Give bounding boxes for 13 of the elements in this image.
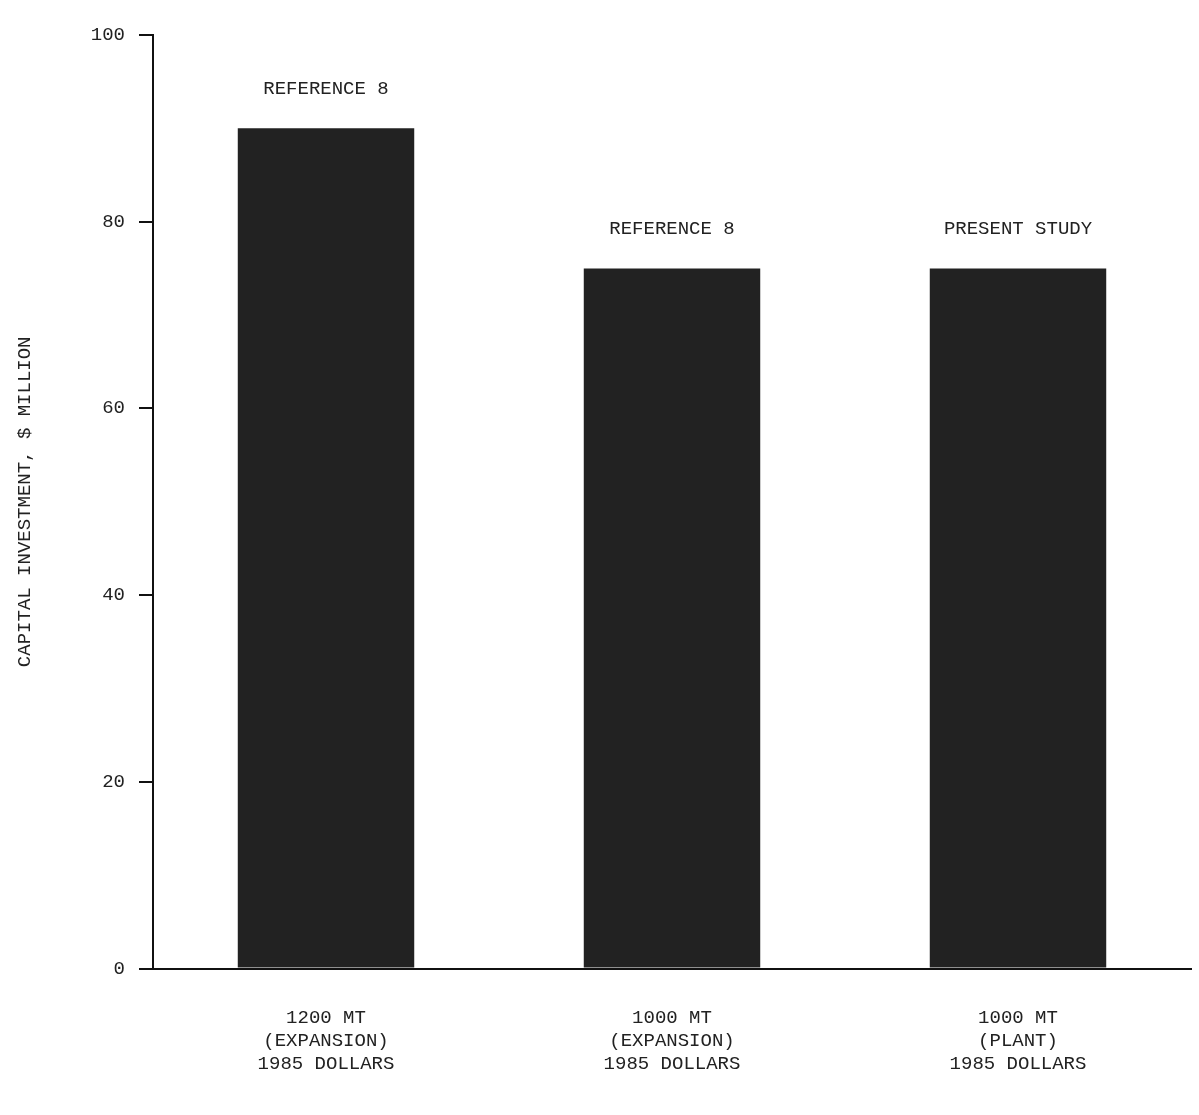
y-tick-label: 80 xyxy=(102,210,126,233)
y-axis-title: CAPITAL INVESTMENT, $ MILLION xyxy=(14,336,37,668)
x-tick-label: 1000 MT (EXPANSION) 1985 DOLLARS xyxy=(603,1007,741,1075)
y-tick-label: 40 xyxy=(102,584,126,607)
annotation: REFERENCE 8 xyxy=(609,217,735,240)
y-tick-label: 0 xyxy=(113,957,126,980)
x-tick-label: 1000 MT (PLANT) 1985 DOLLARS xyxy=(949,1007,1087,1075)
annotation: REFERENCE 8 xyxy=(263,77,389,100)
y-tick-label: 100 xyxy=(90,24,126,47)
annotation: PRESENT STUDY xyxy=(943,217,1093,240)
y-tick-label: 60 xyxy=(102,397,126,420)
y-tick-label: 20 xyxy=(102,770,126,793)
x-tick-label: 1200 MT (EXPANSION) 1985 DOLLARS xyxy=(257,1007,395,1075)
